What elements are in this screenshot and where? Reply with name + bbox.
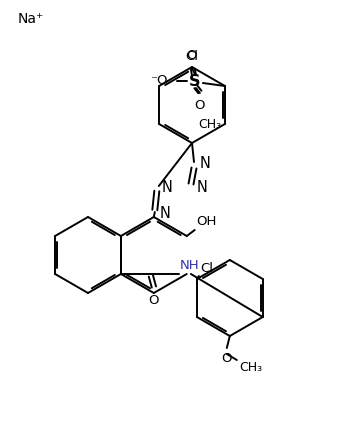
Text: OH: OH bbox=[197, 215, 217, 228]
Text: N: N bbox=[162, 181, 173, 196]
Text: O: O bbox=[195, 99, 205, 112]
Text: O: O bbox=[149, 294, 159, 307]
Text: O: O bbox=[221, 352, 232, 365]
Text: Cl: Cl bbox=[200, 262, 213, 275]
Text: N: N bbox=[197, 181, 208, 196]
Text: CH₃: CH₃ bbox=[198, 118, 221, 131]
Text: Cl: Cl bbox=[185, 50, 198, 63]
Text: O: O bbox=[186, 49, 197, 62]
Text: S: S bbox=[189, 73, 201, 89]
Text: N: N bbox=[200, 156, 211, 172]
Text: CH₃: CH₃ bbox=[239, 361, 262, 374]
Text: N: N bbox=[160, 206, 171, 222]
Text: Na⁺: Na⁺ bbox=[18, 12, 44, 26]
Text: ⁻O: ⁻O bbox=[150, 74, 168, 88]
Text: NH: NH bbox=[180, 259, 199, 272]
